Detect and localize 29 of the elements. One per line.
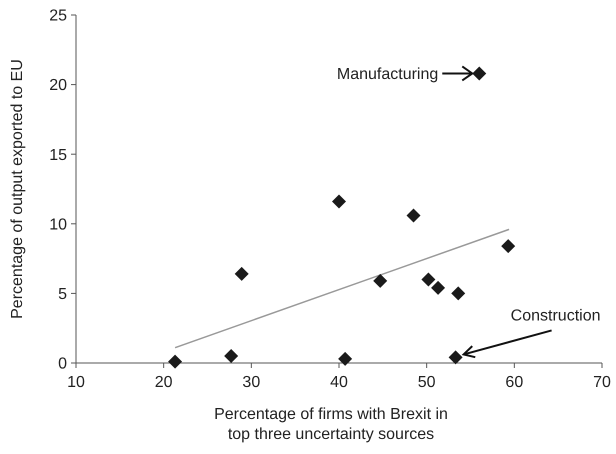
- x-tick-label: 30: [242, 374, 260, 391]
- point: [472, 66, 486, 80]
- annotation: Construction: [510, 307, 601, 324]
- point: [501, 239, 516, 254]
- x-tick-label: 50: [418, 374, 436, 391]
- point: [448, 350, 463, 364]
- x-tick-label: 40: [330, 374, 348, 391]
- point: [338, 352, 352, 366]
- x-tick-label: 20: [154, 374, 173, 391]
- y-tick-label: 15: [49, 146, 68, 164]
- point: [451, 286, 466, 300]
- point: [224, 349, 238, 364]
- point: [332, 194, 346, 209]
- point: [373, 274, 388, 288]
- y-tick-label: 20: [49, 77, 68, 94]
- y-tick-label: 10: [49, 216, 68, 234]
- x-tick-label: 70: [593, 374, 611, 391]
- y-tick-label: 25: [49, 8, 68, 25]
- annotation: Manufacturing: [336, 66, 438, 84]
- x-tick-label: 60: [505, 374, 524, 391]
- point: [421, 272, 436, 286]
- point: [431, 280, 446, 295]
- y-tick-label: 5: [58, 286, 68, 303]
- point: [168, 354, 182, 369]
- x-axis-title: Percentage of firms with Brexit in top three uncertainty sources: [214, 406, 448, 443]
- y-tick-label: 0: [58, 356, 68, 373]
- point: [234, 266, 249, 281]
- point: [406, 208, 421, 222]
- y-axis-title: Percentage of output exported to EU: [9, 59, 26, 319]
